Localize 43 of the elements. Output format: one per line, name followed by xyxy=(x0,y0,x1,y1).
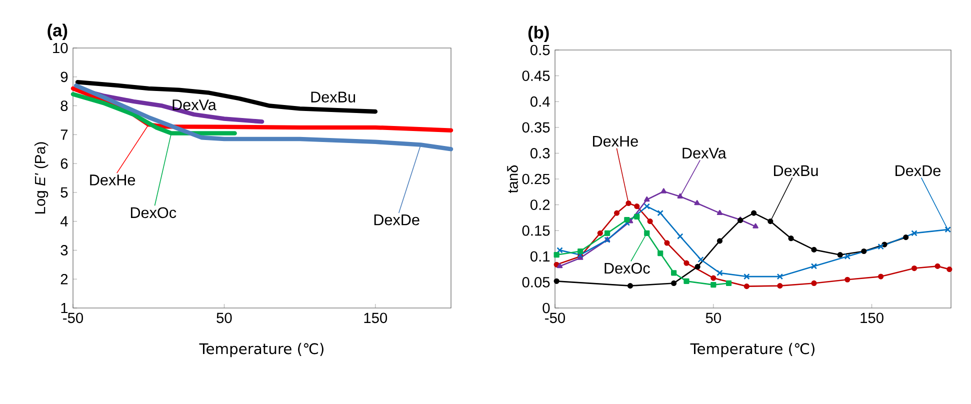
x-tick-label: 50 xyxy=(706,312,721,324)
text: DexVa xyxy=(682,148,726,159)
text: DexBu xyxy=(774,165,818,176)
text: DexDe xyxy=(896,165,940,176)
y-tick-label: 7 xyxy=(60,130,68,140)
x-tick-label: -50 xyxy=(63,312,84,324)
x-tick-label: 50 xyxy=(216,312,232,324)
x-tick-label: 150 xyxy=(860,312,884,324)
x-axis-title: Temperature (℃) xyxy=(690,342,814,358)
y-axis-title: tanδ xyxy=(507,165,518,194)
y-tick-label: 6 xyxy=(60,158,68,169)
y-tick-label: 3 xyxy=(60,245,68,256)
text: DexDe xyxy=(374,214,420,226)
y-tick-label: 10 xyxy=(53,42,68,54)
y-tick-label: 1 xyxy=(61,302,68,314)
y-tick-label: 0.5 xyxy=(530,44,550,56)
series-label: DexBu xyxy=(311,92,356,102)
y-tick-label: 5 xyxy=(60,187,68,198)
legend-label: DexOc xyxy=(604,262,650,274)
text: DexHe xyxy=(593,136,638,147)
y-axis-title: Log E' (Pa) xyxy=(34,142,48,214)
x-axis-title: Temperature (℃) xyxy=(199,342,324,358)
y-tick-label: 8 xyxy=(60,100,68,111)
x-tick-label: -50 xyxy=(545,312,566,324)
y-tick-label: 0.15 xyxy=(522,225,550,236)
text: DexHe xyxy=(90,174,136,186)
text: DexOc xyxy=(130,207,176,218)
y-tick-label: 0.3 xyxy=(530,148,550,158)
y-tick-label: 0.1 xyxy=(530,251,550,262)
y-tick-label: 0.4 xyxy=(530,96,550,107)
y-tick-label: 0.25 xyxy=(522,174,550,184)
y-tick-label: 2 xyxy=(60,274,68,284)
chart-title: (b) xyxy=(528,26,549,42)
y-tick-label: 0 xyxy=(542,302,550,314)
y-tick-label: 9 xyxy=(60,72,68,82)
y-tick-label: 0.2 xyxy=(530,200,550,210)
y-tick-label: 0.45 xyxy=(522,70,550,81)
y-tick-label: 0.35 xyxy=(522,122,550,133)
series-label: DexVa xyxy=(172,100,216,110)
x-tick-label: 150 xyxy=(364,312,388,324)
y-tick-label: 0.05 xyxy=(522,277,550,288)
y-tick-label: 4 xyxy=(60,216,68,226)
chart-title: (a) xyxy=(48,24,68,40)
